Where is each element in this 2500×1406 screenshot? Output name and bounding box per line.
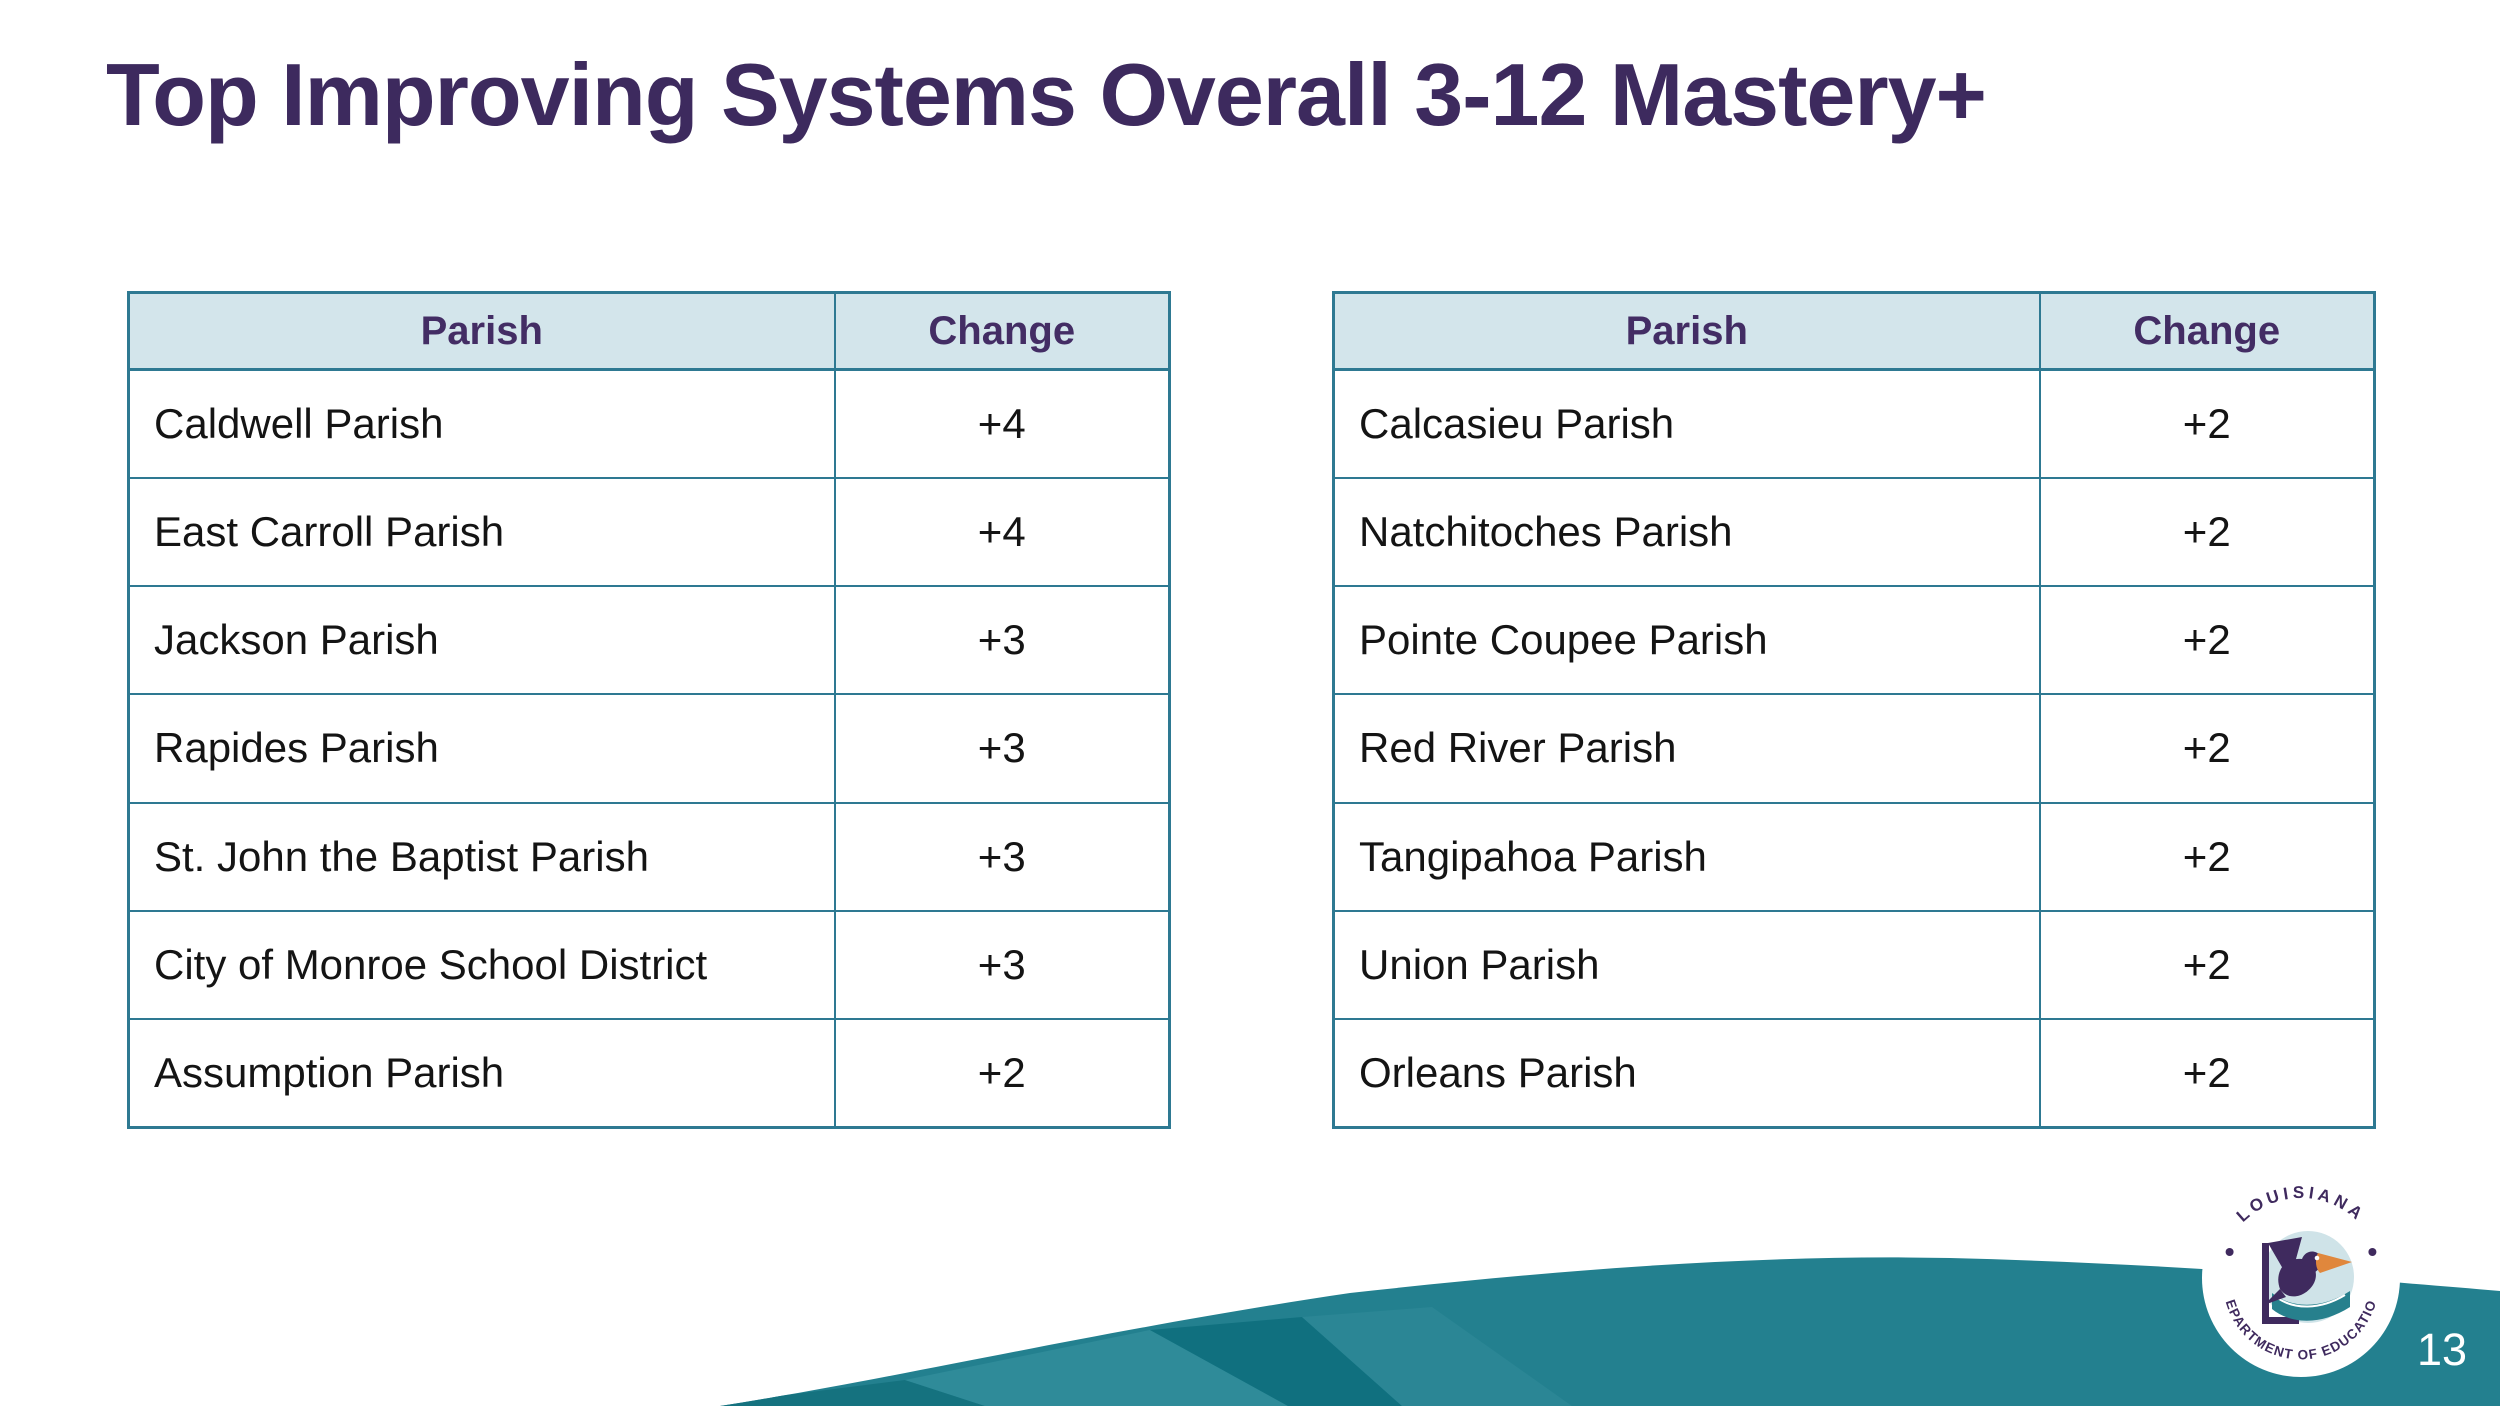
change-cell: +3 xyxy=(833,909,1171,1020)
table-row: Pointe Coupee Parish +2 xyxy=(1332,585,2376,696)
table-row: St. John the Baptist Parish +3 xyxy=(127,801,1171,912)
change-cell: +2 xyxy=(2038,585,2376,696)
parish-cell: Tangipahoa Parish xyxy=(1332,801,2041,912)
parish-cell: Rapides Parish xyxy=(127,693,836,804)
change-cell: +2 xyxy=(2038,477,2376,588)
pelican-beak-icon xyxy=(2315,1253,2352,1273)
table-row: City of Monroe School District +3 xyxy=(127,909,1171,1020)
change-cell: +2 xyxy=(2038,693,2376,804)
table-row: Red River Parish +2 xyxy=(1332,693,2376,804)
pelican-tail xyxy=(2264,1289,2286,1305)
change-cell: +2 xyxy=(833,1017,1171,1129)
change-cell: +4 xyxy=(833,368,1171,480)
table-row: Rapides Parish +3 xyxy=(127,693,1171,804)
table-row: Natchitoches Parish +2 xyxy=(1332,477,2376,588)
top-improving-table-left: Parish Change Caldwell Parish +4 East Ca… xyxy=(127,291,1171,1129)
change-cell: +2 xyxy=(2038,801,2376,912)
change-cell: +3 xyxy=(833,801,1171,912)
parish-cell: St. John the Baptist Parish xyxy=(127,801,836,912)
parish-cell: Jackson Parish xyxy=(127,585,836,696)
parish-cell: Assumption Parish xyxy=(127,1017,836,1129)
pelican-eye xyxy=(2314,1255,2320,1261)
parish-cell: Pointe Coupee Parish xyxy=(1332,585,2041,696)
page-number: 13 xyxy=(2416,1324,2468,1375)
change-cell: +2 xyxy=(2038,368,2376,480)
parish-cell: Orleans Parish xyxy=(1332,1017,2041,1129)
page-title: Top Improving Systems Overall 3-12 Maste… xyxy=(106,45,1987,144)
parish-cell: Red River Parish xyxy=(1332,693,2041,804)
change-column-header: Change xyxy=(833,291,1171,371)
wave-band-dark-tip xyxy=(720,1380,985,1406)
table-row: Calcasieu Parish +2 xyxy=(1332,368,2376,480)
change-cell: +3 xyxy=(833,585,1171,696)
wave-band-light xyxy=(905,1330,1288,1406)
table-header-row: Parish Change xyxy=(1332,291,2376,371)
change-cell: +4 xyxy=(833,477,1171,588)
change-cell: +3 xyxy=(833,693,1171,804)
table-row: East Carroll Parish +4 xyxy=(127,477,1171,588)
parish-cell: City of Monroe School District xyxy=(127,909,836,1020)
change-cell: +2 xyxy=(2038,1017,2376,1129)
book-frame xyxy=(2262,1243,2299,1324)
pelican-wing xyxy=(2268,1237,2302,1281)
parish-cell: Calcasieu Parish xyxy=(1332,368,2041,480)
seal-right-dot xyxy=(2368,1248,2377,1256)
parish-cell: Union Parish xyxy=(1332,909,2041,1020)
parish-cell: East Carroll Parish xyxy=(127,477,836,588)
change-cell: +2 xyxy=(2038,909,2376,1020)
wave-band-dark xyxy=(1150,1317,1402,1406)
table-row: Caldwell Parish +4 xyxy=(127,368,1171,480)
table-row: Union Parish +2 xyxy=(1332,909,2376,1020)
parish-cell: Caldwell Parish xyxy=(127,368,836,480)
change-column-header: Change xyxy=(2038,291,2376,371)
table-row: Jackson Parish +3 xyxy=(127,585,1171,696)
wave-band-light-2 xyxy=(1302,1307,1572,1406)
table-row: Tangipahoa Parish +2 xyxy=(1332,801,2376,912)
seal-left-dot xyxy=(2225,1248,2234,1256)
parish-column-header: Parish xyxy=(1332,291,2041,371)
book-page-line xyxy=(2275,1294,2346,1308)
table-header-row: Parish Change xyxy=(127,291,1171,371)
table-row: Orleans Parish +2 xyxy=(1332,1017,2376,1129)
parish-cell: Natchitoches Parish xyxy=(1332,477,2041,588)
parish-column-header: Parish xyxy=(127,291,836,371)
table-row: Assumption Parish +2 xyxy=(127,1017,1171,1129)
top-improving-table-right: Parish Change Calcasieu Parish +2 Natchi… xyxy=(1332,291,2376,1129)
